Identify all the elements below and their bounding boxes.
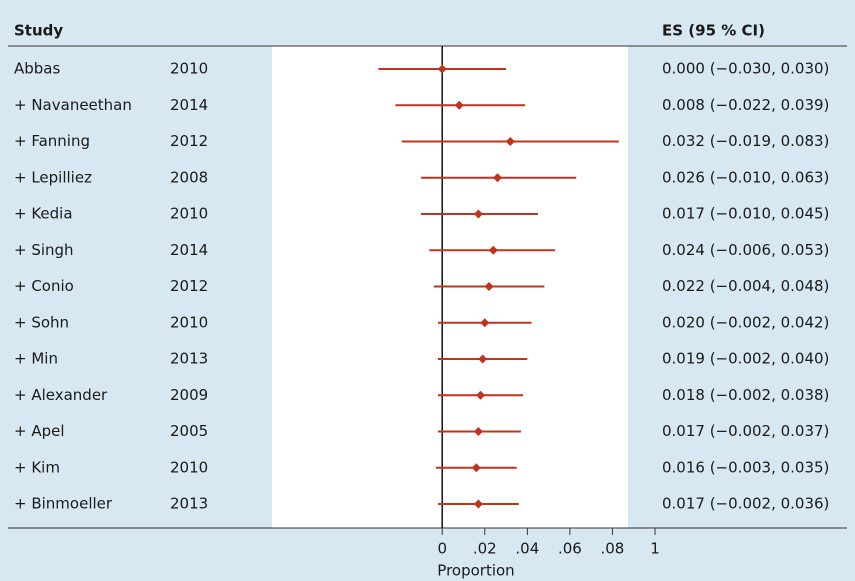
study-name: + Binmoeller bbox=[14, 495, 113, 513]
study-year: 2012 bbox=[170, 277, 208, 295]
x-tick-label: .02 bbox=[473, 540, 497, 558]
study-name: + Conio bbox=[14, 277, 74, 295]
es-label: 0.032 (−0.019, 0.083) bbox=[662, 132, 829, 150]
x-tick-label: 1 bbox=[650, 540, 660, 558]
x-tick-label: .08 bbox=[601, 540, 625, 558]
study-year: 2010 bbox=[170, 60, 208, 78]
x-tick-label: 0 bbox=[437, 540, 447, 558]
point-estimate bbox=[473, 427, 483, 436]
es-label: 0.008 (−0.022, 0.039) bbox=[662, 96, 829, 114]
es-label: 0.017 (−0.002, 0.037) bbox=[662, 422, 829, 440]
es-header: ES (95 % CI) bbox=[662, 22, 765, 40]
study-year: 2005 bbox=[170, 422, 208, 440]
study-name: + Min bbox=[14, 350, 58, 368]
study-year: 2014 bbox=[170, 96, 208, 114]
es-label: 0.017 (−0.010, 0.045) bbox=[662, 205, 829, 223]
es-label: 0.018 (−0.002, 0.038) bbox=[662, 386, 829, 404]
study-year: 2014 bbox=[170, 241, 208, 259]
point-estimate bbox=[473, 209, 483, 219]
es-label: 0.016 (−0.003, 0.035) bbox=[662, 458, 829, 476]
point-estimate bbox=[505, 137, 515, 146]
es-label: 0.026 (−0.010, 0.063) bbox=[662, 168, 829, 186]
study-name: + Kim bbox=[14, 458, 60, 476]
study-name: + Sohn bbox=[14, 313, 69, 331]
point-estimate bbox=[478, 354, 488, 364]
point-estimate bbox=[493, 173, 503, 183]
es-label: 0.000 (−0.030, 0.030) bbox=[662, 60, 829, 78]
es-label: 0.020 (−0.002, 0.042) bbox=[662, 313, 829, 331]
study-name: + Alexander bbox=[14, 386, 108, 404]
study-year: 2013 bbox=[170, 495, 208, 513]
es-label: 0.022 (−0.004, 0.048) bbox=[662, 277, 829, 295]
study-header: Study bbox=[14, 22, 63, 40]
x-tick-label: .06 bbox=[558, 540, 582, 558]
x-tick-label: .04 bbox=[515, 540, 539, 558]
point-estimate bbox=[480, 318, 490, 328]
study-year: 2009 bbox=[170, 386, 208, 404]
study-name: + Navaneethan bbox=[14, 96, 132, 114]
study-year: 2012 bbox=[170, 132, 208, 150]
study-name: Abbas bbox=[14, 60, 60, 78]
point-estimate bbox=[437, 64, 447, 74]
es-label: 0.024 (−0.006, 0.053) bbox=[662, 241, 829, 259]
point-estimate bbox=[471, 463, 481, 473]
point-estimate bbox=[476, 390, 486, 400]
study-name: + Fanning bbox=[14, 132, 90, 150]
study-year: 2013 bbox=[170, 350, 208, 368]
study-year: 2010 bbox=[170, 458, 208, 476]
point-estimate bbox=[454, 100, 464, 110]
study-name: + Apel bbox=[14, 422, 65, 440]
study-year: 2010 bbox=[170, 313, 208, 331]
study-year: 2010 bbox=[170, 205, 208, 223]
study-name: + Lepilliez bbox=[14, 168, 92, 186]
study-year: 2008 bbox=[170, 168, 208, 186]
point-estimate bbox=[473, 499, 483, 509]
point-estimate bbox=[488, 245, 498, 255]
x-axis-label: Proportion bbox=[437, 562, 514, 580]
es-label: 0.019 (−0.002, 0.040) bbox=[662, 350, 829, 368]
es-label: 0.017 (−0.002, 0.036) bbox=[662, 495, 829, 513]
study-name: + Kedia bbox=[14, 205, 73, 223]
point-estimate bbox=[484, 282, 494, 291]
study-name: + Singh bbox=[14, 241, 74, 259]
